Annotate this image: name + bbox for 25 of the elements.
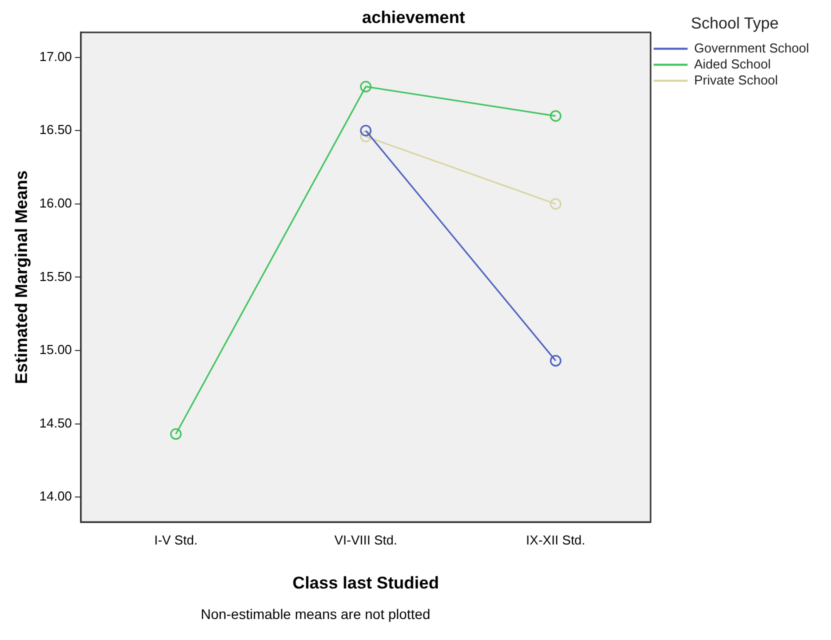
point [360, 124, 372, 136]
point [550, 198, 562, 210]
y-tick-label: 15.00 [39, 342, 72, 358]
y-tick-label: 16.00 [39, 195, 72, 210]
legend-label: Government School [694, 40, 810, 56]
y-tick-label: 16.50 [39, 122, 72, 138]
y-tick-label: 15.50 [39, 268, 72, 284]
legend-label: Aided School [694, 56, 771, 72]
chart-title: achievement [362, 8, 466, 27]
y-tick-label: 14.00 [39, 488, 72, 504]
x-tick-label: VI-VIII Std. [334, 532, 398, 548]
legend-label: Private School [694, 72, 778, 88]
point [550, 355, 562, 367]
point [360, 80, 372, 92]
point [550, 110, 562, 122]
x-axis-title: Class last Studied [292, 573, 439, 592]
x-tick-label: IX-XII Std. [526, 532, 586, 548]
y-tick-label: 14.50 [39, 415, 72, 430]
y-tick-label: 17.00 [39, 48, 72, 64]
point [360, 130, 372, 142]
legend-title: School Type [690, 15, 779, 32]
x-tick-label: I-V Std. [154, 532, 198, 548]
point [170, 428, 182, 440]
text: Non-estimable means are not plotted [200, 606, 432, 622]
y-axis-title: Estimated Marginal Means [12, 170, 31, 384]
